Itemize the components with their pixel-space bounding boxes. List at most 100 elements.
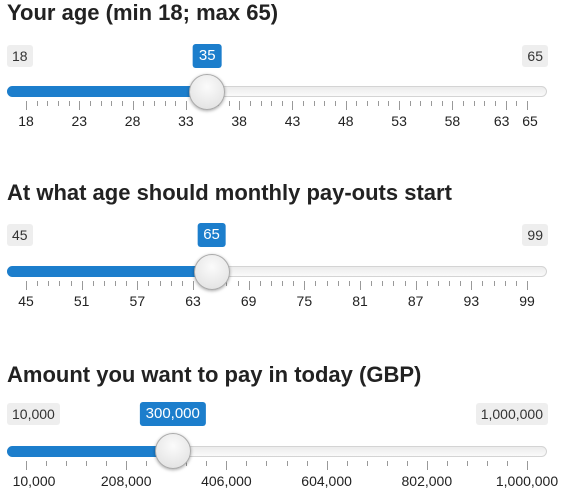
tick-label: 38 [231, 113, 247, 129]
minor-tick [143, 101, 145, 106]
minor-tick [164, 101, 166, 106]
minor-tick [100, 101, 102, 106]
major-tick [193, 281, 194, 290]
minor-tick [37, 281, 39, 286]
minor-tick [515, 281, 517, 286]
tick-label: 63 [493, 113, 510, 129]
tick-label: 87 [407, 293, 424, 309]
minor-tick [486, 461, 488, 466]
amount-slider-label: Amount you want to pay in today (GBP) [7, 362, 422, 387]
minor-tick [495, 101, 497, 106]
minor-tick [181, 281, 183, 286]
minor-tick [506, 461, 508, 466]
tick-label: 208,000 [100, 473, 152, 489]
minor-tick [337, 281, 339, 286]
minor-tick [159, 281, 161, 286]
amount-slider-handle[interactable] [154, 433, 191, 469]
minor-tick [282, 281, 284, 286]
minor-tick [446, 461, 448, 466]
tick-label: 63 [185, 293, 201, 309]
minor-tick [46, 461, 48, 466]
major-tick [326, 461, 328, 470]
payout-age-value-label: 65 [197, 223, 226, 247]
amount-min-label: 10,000 [7, 403, 60, 425]
minor-tick [170, 281, 172, 286]
tick-label: 10,000 [12, 473, 56, 489]
minor-tick [249, 101, 251, 106]
major-tick [527, 281, 528, 290]
age-min-label: 18 [7, 45, 33, 67]
minor-tick [271, 101, 273, 106]
minor-tick [386, 461, 388, 466]
major-tick [399, 101, 401, 110]
tick-label: 406,000 [201, 473, 252, 489]
minor-tick [449, 281, 451, 286]
minor-tick [126, 281, 128, 286]
major-tick [248, 281, 250, 290]
minor-tick [460, 281, 462, 286]
minor-tick [463, 101, 465, 106]
minor-tick [348, 281, 350, 286]
tick-label: 69 [240, 293, 257, 309]
minor-tick [260, 101, 262, 106]
minor-tick [441, 101, 443, 106]
payout-age-min-label: 45 [7, 224, 33, 246]
minor-tick [286, 461, 288, 466]
amount-max-label: 1,000,000 [475, 403, 548, 425]
minor-tick [367, 101, 369, 106]
tick-label: 1,000,000 [495, 473, 559, 489]
minor-tick [482, 281, 484, 286]
minor-tick [366, 461, 368, 466]
minor-tick [266, 461, 268, 466]
major-tick [239, 101, 241, 110]
minor-tick [306, 461, 308, 466]
tick-label: 802,000 [401, 473, 453, 489]
minor-tick [516, 101, 518, 106]
minor-tick [237, 281, 239, 286]
tick-label: 93 [463, 293, 480, 309]
major-tick [527, 461, 528, 470]
minor-tick [226, 281, 228, 286]
tick-label: 81 [352, 293, 368, 309]
tick-label: 99 [519, 293, 535, 309]
major-tick [137, 281, 139, 290]
minor-tick [324, 101, 326, 106]
age-slider-handle[interactable] [189, 74, 226, 110]
minor-tick [148, 281, 150, 286]
minor-tick [175, 101, 177, 106]
amount-value-label: 300,000 [139, 402, 206, 426]
tick-label: 48 [337, 113, 354, 129]
major-tick [360, 281, 361, 290]
major-tick [79, 101, 81, 110]
minor-tick [437, 281, 439, 286]
minor-tick [70, 281, 72, 286]
minor-tick [36, 101, 38, 106]
major-tick [132, 101, 134, 110]
minor-tick [466, 461, 468, 466]
major-tick [26, 281, 27, 290]
minor-tick [68, 101, 70, 106]
tick-label: 75 [296, 293, 313, 309]
tick-label: 18 [18, 113, 34, 129]
minor-tick [281, 101, 283, 106]
major-tick [185, 101, 187, 110]
major-tick [292, 101, 294, 110]
minor-tick [371, 281, 373, 286]
minor-tick [106, 461, 108, 466]
minor-tick [346, 461, 348, 466]
minor-tick [66, 461, 68, 466]
minor-tick [246, 461, 248, 466]
tick-label: 23 [71, 113, 88, 129]
minor-tick [48, 281, 50, 286]
payout-age-slider-handle[interactable] [193, 254, 230, 290]
minor-tick [103, 281, 105, 286]
minor-tick [293, 281, 295, 286]
major-tick [304, 281, 306, 290]
minor-tick [335, 101, 337, 106]
major-tick [81, 281, 83, 290]
minor-tick [121, 101, 123, 106]
age-slider-fill [7, 86, 208, 97]
major-tick [415, 281, 417, 290]
major-tick [452, 101, 454, 110]
major-tick [26, 101, 27, 110]
